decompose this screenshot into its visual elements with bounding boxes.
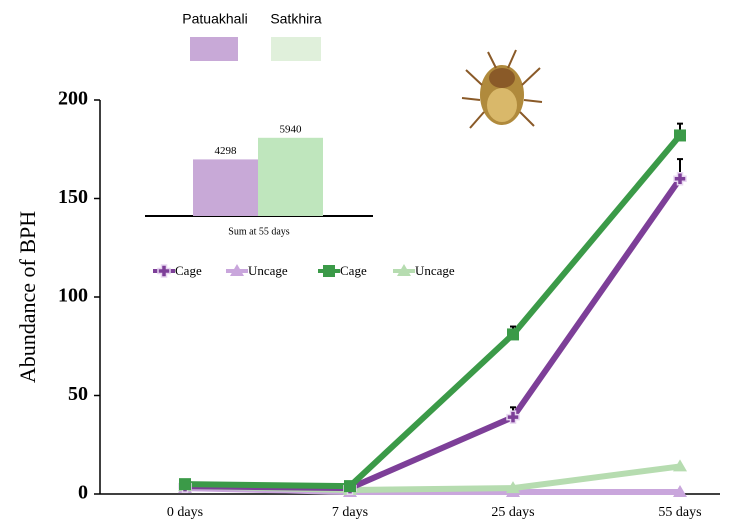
marker bbox=[674, 129, 686, 142]
marker bbox=[157, 264, 171, 278]
bar bbox=[193, 159, 258, 216]
y-tick-label: 150 bbox=[58, 186, 88, 208]
legend-label: Cage bbox=[175, 263, 202, 278]
marker bbox=[506, 410, 520, 424]
marker bbox=[507, 328, 519, 341]
legend-label: Cage bbox=[340, 263, 367, 278]
marker bbox=[230, 264, 244, 276]
marker bbox=[673, 485, 687, 498]
bar-value-label: 4298 bbox=[215, 145, 238, 157]
x-tick-label: 7 days bbox=[332, 505, 368, 520]
y-tick-label: 0 bbox=[78, 482, 88, 504]
insect-image bbox=[461, 49, 543, 129]
bar bbox=[258, 137, 323, 216]
x-tick-label: 55 days bbox=[658, 505, 701, 520]
legend-label: Satkhira bbox=[270, 11, 322, 27]
y-axis-label: Abundance of BPH bbox=[15, 211, 40, 383]
marker bbox=[397, 264, 411, 276]
y-tick-label: 200 bbox=[58, 88, 88, 110]
legend-swatch bbox=[190, 37, 238, 61]
marker bbox=[323, 265, 335, 277]
legend-label: Uncage bbox=[248, 263, 288, 278]
legend-swatch bbox=[271, 37, 321, 61]
marker bbox=[344, 480, 356, 493]
bar-value-label: 5940 bbox=[280, 123, 303, 135]
marker bbox=[179, 478, 191, 491]
marker bbox=[506, 481, 520, 494]
series-line bbox=[184, 133, 683, 490]
y-tick-label: 50 bbox=[68, 383, 88, 405]
x-tick-label: 25 days bbox=[491, 505, 534, 520]
inset-x-label: Sum at 55 days bbox=[228, 226, 289, 237]
legend-label: Uncage bbox=[415, 263, 455, 278]
marker bbox=[673, 172, 687, 186]
legend-label: Patuakhali bbox=[182, 11, 247, 27]
y-tick-label: 100 bbox=[58, 285, 88, 307]
marker bbox=[673, 459, 687, 472]
x-tick-label: 0 days bbox=[167, 505, 203, 520]
